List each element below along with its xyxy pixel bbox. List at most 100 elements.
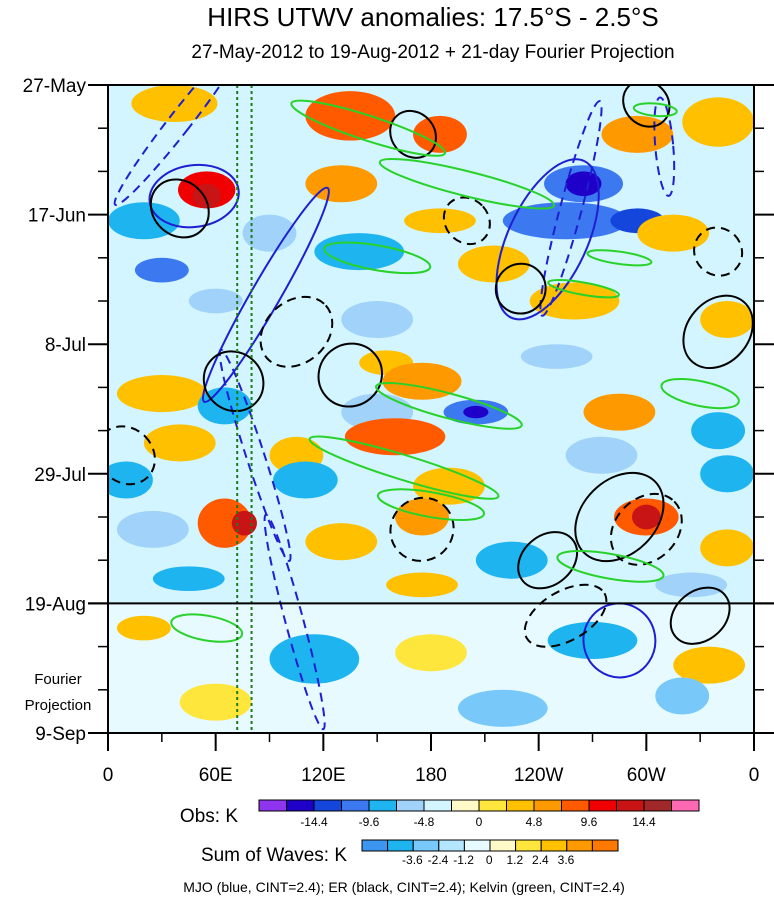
anomaly-blob	[529, 282, 620, 320]
obs-colorbar-tick-label: 0	[476, 815, 483, 829]
waves-colorbar-swatch	[540, 839, 568, 852]
anomaly-blob	[116, 510, 189, 548]
anomaly-blob	[682, 97, 754, 147]
er-contour	[494, 262, 547, 315]
anomaly-blob	[344, 418, 446, 456]
projection-anomaly-layer	[108, 603, 754, 733]
anomaly-blob	[700, 455, 754, 493]
er-contour	[517, 531, 579, 590]
waves-colorbar-tick-label: 0	[486, 853, 493, 867]
kelvin-contour	[376, 488, 486, 521]
obs-colorbar-swatch	[286, 799, 315, 812]
anomaly-blob	[475, 541, 548, 579]
waves-colorbar-tick-label: -2.4	[428, 853, 449, 867]
chart-subtitle: 27-May-2012 to 19-Aug-2012 + 21-day Four…	[191, 42, 674, 63]
er-contour	[693, 226, 744, 277]
anomaly-blob	[700, 529, 754, 567]
projection-blob	[673, 646, 746, 684]
anomaly-blob	[273, 461, 338, 499]
x-tick-label: 120W	[514, 765, 564, 786]
anomaly-blob	[565, 436, 638, 474]
er-contour	[523, 583, 608, 648]
obs-colorbar-tick-label: -9.6	[359, 815, 380, 829]
projection-blob	[395, 634, 467, 672]
obs-colorbar-swatch	[313, 799, 342, 812]
er-contour	[108, 425, 156, 486]
anomaly-blob	[108, 202, 180, 240]
er-contour	[622, 85, 671, 128]
waves-colorbar-swatch	[515, 839, 542, 852]
mjo-contour	[495, 158, 600, 321]
anomaly-blob	[108, 461, 153, 499]
anomaly-blob	[231, 510, 257, 536]
obs-colorbar-swatch	[478, 799, 507, 812]
anomaly-blob	[188, 288, 243, 314]
obs-colorbar-tick-label: 14.4	[632, 815, 656, 829]
obs-colorbar-swatch	[396, 799, 425, 812]
kelvin-contour	[556, 550, 665, 583]
er-contour	[317, 342, 383, 408]
anomaly-blob	[691, 412, 746, 450]
obs-colorbar-tick-label: -14.4	[300, 815, 328, 829]
projection-blob	[116, 615, 171, 641]
plot-area	[108, 85, 754, 733]
kelvin-contour	[375, 382, 523, 430]
obs-colorbar-swatch	[341, 799, 370, 812]
er-contour	[574, 471, 665, 563]
obs-colorbar-tick-label: -4.8	[414, 815, 435, 829]
x-tick-label: 180	[415, 765, 447, 786]
anomaly-blob	[305, 165, 378, 203]
waves-colorbar-swatch	[489, 839, 517, 852]
anomaly-blob	[565, 171, 602, 197]
kelvin-contour	[632, 102, 678, 118]
obs-colorbar-swatch	[368, 799, 397, 812]
waves-colorbar-swatch	[438, 839, 465, 852]
x-axis: 0 60E 120E 180 120W 60W 0	[103, 733, 759, 786]
er-contour-layer	[108, 85, 754, 648]
contour-legend-footer: MJO (blue, CINT=2.4); ER (black, CINT=2.…	[183, 879, 625, 895]
anomaly-blob	[413, 115, 467, 153]
waves-colorbar-swatch	[412, 839, 440, 852]
y-tick-label: 27-May	[23, 76, 87, 97]
er-contour	[149, 178, 210, 239]
y-axis: 27-May 17-Jun 8-Jul 29-Jul 19-Aug 9-Sep	[23, 76, 774, 745]
anomaly-blob	[242, 214, 297, 252]
waves-colorbar-label: Sum of Waves: K	[201, 845, 347, 866]
projection-blob	[179, 683, 252, 721]
anomaly-blob	[404, 208, 476, 234]
waves-colorbar-tick-label: 3.6	[558, 853, 575, 867]
chart-title: HIRS UTWV anomalies: 17.5°S - 2.5°S	[207, 2, 658, 32]
obs-colorbar-swatch	[506, 799, 535, 812]
er-contour	[389, 109, 437, 159]
waves-colorbar-swatch	[361, 839, 389, 852]
obs-colorbar-tick-label: 9.6	[581, 815, 598, 829]
reference-longitude-lines	[236, 85, 253, 733]
anomaly-blob	[386, 572, 458, 598]
projection-blob	[269, 634, 360, 684]
mjo-contour	[148, 163, 240, 229]
x-tick-label: 60W	[627, 765, 666, 786]
y-tick-label: 9-Sep	[35, 724, 86, 745]
mjo-contour	[263, 513, 326, 731]
kelvin-contour-layer	[170, 99, 740, 643]
anomaly-blob	[637, 214, 710, 252]
anomaly-blob	[341, 301, 414, 339]
er-contour	[669, 586, 731, 645]
obs-colorbar-swatch	[588, 799, 617, 812]
obs-colorbar-swatch	[671, 799, 700, 812]
y-tick-label: 19-Aug	[25, 594, 86, 615]
waves-colorbar-swatch	[591, 839, 619, 852]
kelvin-contour	[323, 241, 432, 275]
obs-colorbar: Obs: K -14.4 -9.6 -4.8 0 4.8 9.6 14.4	[180, 799, 700, 829]
er-contour	[682, 294, 754, 370]
kelvin-contour	[290, 99, 447, 157]
obs-colorbar-swatch	[258, 799, 287, 812]
kelvin-contour	[586, 249, 653, 267]
projection-blob	[457, 689, 548, 727]
y-tick-label: 17-Jun	[28, 206, 86, 227]
waves-colorbar-tick-label: -3.6	[402, 853, 423, 867]
waves-colorbar-swatch	[463, 839, 491, 852]
x-tick-label: 0	[103, 765, 114, 786]
waves-colorbar-swatch	[387, 839, 414, 852]
